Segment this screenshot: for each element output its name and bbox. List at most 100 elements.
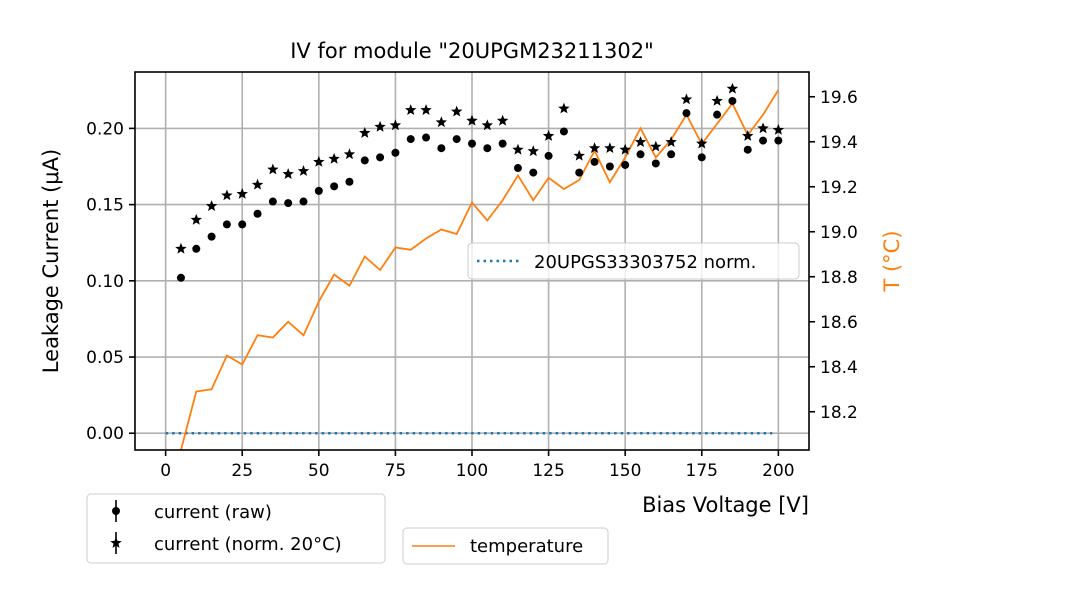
norm-current-point	[634, 136, 647, 147]
norm-current-point	[420, 104, 432, 115]
norm-current-point	[450, 105, 463, 117]
x-tick-label: 50	[308, 461, 330, 481]
raw-current-point	[406, 135, 415, 144]
raw-current-point	[605, 162, 614, 171]
y2-tick-label: 19.6	[820, 88, 858, 108]
norm-current-point	[481, 119, 494, 131]
raw-current-point	[222, 220, 231, 229]
y2-tick-label: 18.8	[820, 268, 858, 288]
raw-current-point	[575, 168, 584, 177]
norm-current-point	[650, 140, 662, 152]
raw-current-point	[468, 139, 476, 148]
norm-current-point	[343, 148, 356, 160]
x-tick-label: 150	[609, 461, 641, 481]
norm-current-point	[496, 114, 509, 126]
raw-current-point	[743, 145, 752, 154]
raw-current-point	[544, 151, 553, 160]
y-tick-label: 0.10	[86, 272, 124, 292]
y2-axis-label: T (°C)	[880, 230, 904, 292]
raw-current-point	[391, 148, 400, 157]
raw-current-point	[253, 209, 262, 218]
series-layer	[165, 82, 785, 451]
norm-current-point	[221, 189, 233, 201]
norm-current-point	[205, 200, 218, 211]
norm-current-point	[236, 187, 248, 199]
y-axis-left: 0.00 0.05 0.10 0.15 0.20	[86, 119, 135, 444]
norm-current-point	[742, 130, 754, 141]
raw-current-point	[651, 159, 660, 168]
norm-current-point	[726, 82, 739, 94]
norm-current-point	[604, 142, 616, 154]
y-tick-label: 0.05	[86, 348, 124, 368]
raw-current-point	[667, 150, 676, 159]
norm-current-point	[466, 114, 478, 126]
x-tick-label: 125	[532, 461, 564, 481]
legend-temperature-label: temperature	[470, 536, 583, 557]
norm-current-point	[190, 213, 202, 225]
legend-temperature: temperature	[402, 527, 609, 565]
x-tick-label: 175	[686, 461, 718, 481]
legend-reference-frame	[467, 242, 800, 280]
norm-current-point	[297, 165, 310, 176]
y-tick-label: 0.20	[86, 119, 124, 139]
norm-current-point	[772, 123, 785, 135]
norm-current-point	[680, 93, 693, 105]
norm-current-point	[405, 104, 417, 115]
norm-current-point	[619, 143, 631, 155]
norm-current-point	[512, 143, 524, 155]
y-axis-label: Leakage Current (μA)	[39, 149, 63, 373]
legend-current: current (raw) current (norm. 20°C)	[86, 493, 386, 564]
norm-current-point	[558, 102, 570, 114]
legend-current-frame	[86, 493, 386, 564]
legend-temperature-frame	[402, 527, 609, 565]
y2-tick-label: 19.0	[820, 223, 858, 243]
legend-raw-label: current (raw)	[154, 502, 272, 523]
legend-reference-label: 20UPGS33303752 norm.	[534, 252, 756, 273]
x-tick-label: 75	[385, 461, 407, 481]
y2-tick-label: 18.6	[820, 313, 858, 333]
raw-current-point	[529, 168, 538, 177]
norm-current-point	[696, 137, 708, 149]
norm-current-point	[267, 163, 279, 175]
y2-tick-label: 18.2	[820, 403, 858, 423]
norm-current-point	[282, 168, 294, 179]
raw-current-point	[207, 232, 216, 241]
y-tick-label: 0.15	[86, 196, 124, 216]
raw-current-point	[774, 136, 783, 145]
norm-current-point	[588, 142, 601, 154]
norm-current-point	[251, 178, 264, 190]
raw-current-point	[713, 110, 722, 119]
raw-current-point	[682, 109, 691, 118]
raw-current-point	[314, 186, 323, 195]
y-axis-right: 18.2 18.4 18.6 18.8 19.0 19.2 19.4 19.6	[809, 88, 858, 423]
raw-current-point	[483, 144, 492, 153]
norm-current-point	[573, 149, 585, 161]
raw-current-point	[422, 133, 431, 142]
x-axis-label: Bias Voltage [V]	[642, 493, 809, 517]
norm-current-point	[757, 122, 769, 134]
norm-current-point	[435, 116, 448, 128]
legend-raw-marker	[112, 507, 120, 515]
raw-current-point	[590, 157, 599, 166]
raw-current-point	[437, 144, 446, 153]
y-tick-label: 0.00	[86, 424, 124, 444]
chart-title: IV for module "20UPGM23211302"	[290, 39, 654, 63]
temperature-line	[180, 89, 780, 451]
norm-current-point	[665, 136, 677, 147]
norm-current-point	[389, 119, 402, 131]
raw-current-point	[268, 197, 277, 206]
raw-current-point	[192, 244, 201, 253]
raw-current-point	[621, 160, 630, 169]
norm-current-point	[527, 145, 539, 157]
raw-current-point	[498, 139, 507, 148]
raw-current-point	[513, 164, 522, 173]
y2-tick-label: 18.4	[820, 358, 858, 378]
norm-current-point	[175, 242, 187, 254]
legend-norm-label: current (norm. 20°C)	[154, 534, 342, 555]
raw-current-point	[636, 150, 645, 159]
raw-current-point	[176, 273, 185, 282]
raw-current-point	[238, 220, 247, 229]
norm-current-point	[328, 152, 340, 164]
norm-current-point	[313, 155, 325, 167]
